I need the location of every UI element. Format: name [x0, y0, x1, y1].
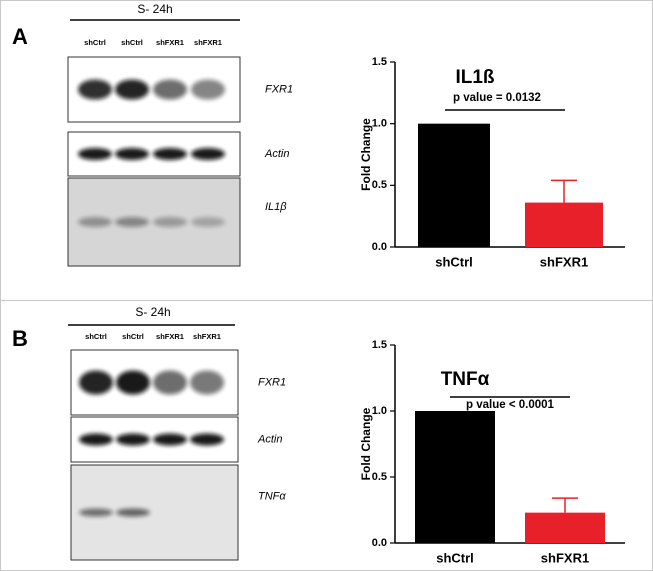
blot-label: TNFα	[258, 490, 286, 502]
chart-title: TNFα	[441, 369, 490, 390]
chart-title: IL1ß	[455, 67, 494, 88]
y-tick-label: 1.0	[372, 405, 387, 417]
bar	[525, 202, 603, 247]
blot-band	[191, 79, 225, 100]
y-tick-label: 1.0	[372, 118, 387, 130]
blot-label: Actin	[257, 433, 282, 445]
blot-band	[153, 217, 187, 227]
blot-label: IL1β	[265, 201, 287, 213]
blot-band	[116, 508, 150, 517]
y-tick-label: 0.0	[372, 537, 387, 549]
y-tick-label: 0.5	[372, 471, 387, 483]
panel-letter: B	[12, 326, 28, 351]
lane-label: shCtrl	[84, 38, 106, 47]
blot-label: Actin	[264, 148, 289, 160]
y-axis-label: Fold Change	[359, 407, 373, 480]
blot-band	[191, 217, 225, 227]
lane-label: shCtrl	[121, 38, 143, 47]
x-tick-label: shCtrl	[436, 550, 474, 565]
condition-label: S- 24h	[135, 305, 170, 319]
blot-band	[115, 148, 149, 160]
blot-band	[115, 79, 149, 100]
bar	[415, 411, 495, 543]
blot-band	[116, 433, 150, 446]
blot-band	[153, 148, 187, 160]
blot-band	[190, 433, 224, 446]
blot-band	[115, 217, 149, 227]
lane-label: shFXR1	[193, 332, 221, 341]
blot-band	[78, 79, 112, 100]
annotation: p value = 0.0132	[453, 92, 541, 104]
blot-band	[191, 148, 225, 160]
panel-letter: A	[12, 24, 28, 49]
blot-band	[153, 433, 187, 446]
lane-label: shFXR1	[194, 38, 222, 47]
bar	[525, 512, 605, 543]
blot-band	[79, 508, 113, 517]
blot-band	[190, 370, 224, 395]
blot-label: FXR1	[265, 83, 293, 95]
x-tick-label: shFXR1	[541, 550, 589, 565]
blot-band	[78, 148, 112, 160]
condition-label: S- 24h	[137, 2, 172, 16]
lane-label: shCtrl	[85, 332, 107, 341]
y-tick-label: 0.0	[372, 241, 387, 253]
y-tick-label: 1.5	[372, 339, 387, 351]
blot-band	[153, 79, 187, 100]
x-tick-label: shFXR1	[540, 254, 588, 269]
y-tick-label: 1.5	[372, 56, 387, 68]
lane-label: shFXR1	[156, 332, 184, 341]
blot-band	[79, 370, 113, 395]
y-axis-label: Fold Change	[359, 118, 373, 191]
blot-label: FXR1	[258, 376, 286, 388]
annotation: p value < 0.0001	[466, 399, 555, 411]
bar	[418, 123, 490, 247]
blot-band	[153, 370, 187, 395]
blot-band	[78, 217, 112, 227]
blot-band	[116, 370, 150, 395]
blot-band	[79, 433, 113, 446]
x-tick-label: shCtrl	[435, 254, 473, 269]
lane-label: shCtrl	[122, 332, 144, 341]
lane-label: shFXR1	[156, 38, 184, 47]
error-bar	[551, 179, 577, 203]
y-tick-label: 0.5	[372, 179, 387, 191]
error-bar	[552, 497, 578, 513]
